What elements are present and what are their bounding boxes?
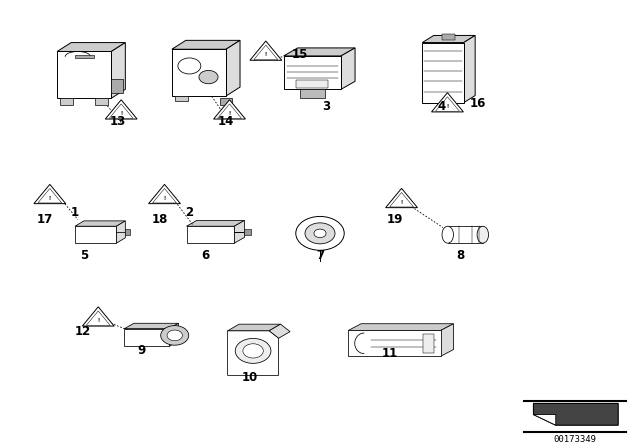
Text: 8: 8: [456, 249, 464, 262]
Polygon shape: [300, 89, 325, 98]
Polygon shape: [386, 188, 417, 208]
Polygon shape: [186, 226, 234, 243]
Polygon shape: [60, 98, 73, 105]
Circle shape: [314, 229, 326, 237]
Polygon shape: [172, 40, 240, 49]
Polygon shape: [172, 49, 226, 96]
Circle shape: [178, 58, 201, 74]
Polygon shape: [186, 220, 244, 226]
Polygon shape: [435, 97, 460, 111]
Polygon shape: [254, 45, 278, 60]
Circle shape: [167, 330, 182, 341]
Polygon shape: [534, 414, 556, 425]
Polygon shape: [148, 185, 180, 204]
Polygon shape: [86, 311, 110, 325]
Circle shape: [243, 344, 263, 358]
Polygon shape: [111, 43, 125, 98]
Ellipse shape: [442, 226, 454, 243]
Text: 2: 2: [186, 207, 193, 220]
Text: !: !: [446, 104, 449, 109]
Polygon shape: [57, 52, 111, 98]
Polygon shape: [284, 48, 355, 56]
Polygon shape: [218, 104, 241, 118]
Polygon shape: [390, 193, 413, 207]
Circle shape: [305, 223, 335, 244]
Polygon shape: [152, 189, 177, 203]
Bar: [423, 334, 435, 353]
Circle shape: [236, 338, 271, 363]
Polygon shape: [124, 323, 179, 329]
Polygon shape: [109, 104, 133, 118]
Text: !: !: [97, 318, 99, 323]
Bar: [442, 34, 455, 40]
Text: 19: 19: [387, 213, 403, 226]
Bar: [296, 80, 328, 87]
Polygon shape: [534, 404, 618, 425]
Text: 5: 5: [80, 249, 88, 262]
Text: !: !: [265, 52, 267, 57]
Text: !: !: [120, 111, 122, 116]
Polygon shape: [34, 185, 66, 204]
Polygon shape: [38, 189, 62, 203]
Text: 15: 15: [291, 48, 308, 61]
Text: 12: 12: [75, 325, 91, 338]
Text: 6: 6: [201, 249, 209, 262]
Circle shape: [199, 70, 218, 84]
Polygon shape: [250, 41, 282, 60]
Polygon shape: [226, 40, 240, 96]
Polygon shape: [348, 324, 454, 331]
Polygon shape: [441, 324, 454, 356]
Text: 00173349: 00173349: [554, 435, 596, 444]
Polygon shape: [422, 35, 475, 43]
Polygon shape: [175, 96, 188, 101]
Polygon shape: [341, 48, 355, 89]
Text: !: !: [401, 200, 403, 205]
Polygon shape: [57, 43, 125, 52]
Polygon shape: [125, 229, 131, 235]
Text: 16: 16: [470, 97, 486, 110]
Polygon shape: [124, 329, 169, 346]
Ellipse shape: [477, 226, 488, 243]
Polygon shape: [169, 323, 179, 346]
Text: 11: 11: [382, 347, 398, 360]
Polygon shape: [244, 228, 251, 235]
Polygon shape: [75, 226, 116, 243]
Polygon shape: [75, 221, 125, 226]
Polygon shape: [448, 226, 483, 243]
Polygon shape: [220, 98, 232, 105]
Polygon shape: [105, 100, 137, 119]
Circle shape: [161, 326, 189, 345]
Polygon shape: [95, 98, 108, 105]
Polygon shape: [228, 324, 280, 331]
Text: 1: 1: [70, 207, 79, 220]
Text: 17: 17: [36, 213, 53, 226]
Polygon shape: [83, 307, 114, 326]
Text: 4: 4: [437, 99, 445, 112]
Text: 14: 14: [218, 115, 234, 128]
Text: 3: 3: [323, 99, 330, 112]
Text: !: !: [49, 196, 51, 201]
Text: 7: 7: [316, 249, 324, 262]
Polygon shape: [111, 79, 123, 93]
Polygon shape: [422, 43, 464, 103]
Polygon shape: [234, 220, 244, 243]
Polygon shape: [284, 56, 341, 89]
Text: !: !: [228, 111, 230, 116]
Polygon shape: [269, 324, 290, 338]
Text: 10: 10: [242, 371, 258, 384]
Polygon shape: [348, 331, 441, 356]
Text: 18: 18: [151, 213, 168, 226]
Polygon shape: [228, 331, 278, 375]
Polygon shape: [464, 35, 475, 103]
Polygon shape: [214, 100, 246, 119]
Bar: [75, 56, 94, 58]
Circle shape: [296, 216, 344, 250]
Text: !: !: [163, 196, 166, 201]
Polygon shape: [431, 93, 463, 112]
Polygon shape: [116, 221, 125, 243]
Text: 13: 13: [109, 115, 125, 128]
Text: 9: 9: [138, 345, 146, 358]
